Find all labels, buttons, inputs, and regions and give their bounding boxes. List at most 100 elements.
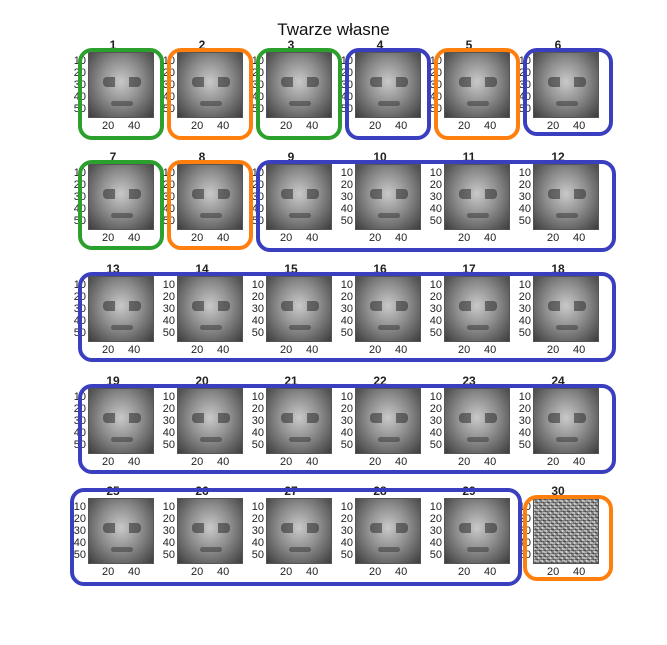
y-tick-label: 20 — [340, 291, 353, 303]
x-tick-label: 20 — [102, 566, 115, 578]
x-tick-label: 20 — [191, 232, 204, 244]
highlight-box-panel-2 — [167, 48, 253, 140]
eigenface-image — [444, 276, 510, 342]
eigenface-image — [266, 52, 332, 118]
x-tick-label: 20 — [458, 232, 471, 244]
y-tick-label: 20 — [429, 291, 442, 303]
x-tick-label: 20 — [458, 456, 471, 468]
y-tick-label: 10 — [340, 391, 353, 403]
highlight-box-panel-7 — [78, 160, 164, 250]
y-tick-label: 30 — [251, 525, 264, 537]
y-tick-label: 50 — [251, 549, 264, 561]
y-tick-label: 50 — [73, 549, 86, 561]
y-tick-label: 30 — [429, 415, 442, 427]
y-tick-label: 20 — [162, 513, 175, 525]
x-tick-label: 40 — [306, 456, 319, 468]
highlight-box-panel-8 — [167, 160, 253, 250]
y-tick-label: 30 — [340, 525, 353, 537]
eigenface-image — [266, 498, 332, 564]
eigenface-panel-29: 29 10 20 30 40 50 20 40 — [424, 484, 514, 604]
highlight-box-row-5-panels-25-29 — [70, 488, 522, 586]
y-tick-label: 20 — [518, 291, 531, 303]
y-tick-label: 30 — [429, 525, 442, 537]
y-tick-label: 30 — [518, 303, 531, 315]
x-tick-label: 40 — [395, 344, 408, 356]
eigenface-panel-10: 10 10 20 30 40 50 20 40 — [335, 150, 425, 270]
y-tick-label: 30 — [73, 525, 86, 537]
panel-number: 9 — [287, 150, 295, 164]
eigenface-image — [355, 388, 421, 454]
y-tick-label: 20 — [429, 513, 442, 525]
y-tick-label: 40 — [162, 427, 175, 439]
eigenface-panel-22: 22 10 20 30 40 50 20 40 — [335, 374, 425, 494]
x-tick-label: 40 — [395, 456, 408, 468]
y-tick-label: 20 — [251, 513, 264, 525]
x-tick-label: 20 — [369, 120, 382, 132]
y-tick-label: 50 — [518, 327, 531, 339]
highlight-box-panel-3 — [256, 48, 342, 140]
x-tick-label: 20 — [191, 344, 204, 356]
y-tick-label: 30 — [162, 525, 175, 537]
eigenface-image — [266, 388, 332, 454]
y-tick-label: 10 — [429, 167, 442, 179]
eigenface-image — [444, 52, 510, 118]
eigenface-image — [444, 164, 510, 230]
x-tick-label: 20 — [547, 344, 560, 356]
y-tick-label: 30 — [429, 303, 442, 315]
y-tick-label: 10 — [518, 167, 531, 179]
x-tick-label: 20 — [191, 120, 204, 132]
y-tick-label: 50 — [429, 549, 442, 561]
y-tick-label: 20 — [518, 179, 531, 191]
x-tick-label: 40 — [395, 232, 408, 244]
y-tick-label: 30 — [251, 415, 264, 427]
eigenface-image — [88, 388, 154, 454]
x-tick-label: 20 — [102, 232, 115, 244]
y-tick-label: 50 — [429, 439, 442, 451]
x-tick-label: 40 — [573, 566, 586, 578]
eigenface-image — [177, 276, 243, 342]
eigenface-image — [444, 388, 510, 454]
highlight-box-row-3 — [78, 272, 616, 362]
y-tick-label: 10 — [429, 279, 442, 291]
highlight-box-row-4 — [78, 384, 616, 474]
x-tick-label: 40 — [217, 566, 230, 578]
x-tick-label: 40 — [573, 232, 586, 244]
y-tick-label: 30 — [162, 303, 175, 315]
y-tick-label: 30 — [518, 415, 531, 427]
eigenface-image — [533, 52, 599, 118]
y-tick-label: 40 — [162, 537, 175, 549]
eigenface-image — [444, 498, 510, 564]
x-tick-label: 20 — [280, 344, 293, 356]
eigenface-image — [177, 498, 243, 564]
eigenface-image — [88, 498, 154, 564]
y-tick-label: 10 — [429, 501, 442, 513]
x-tick-label: 20 — [102, 120, 115, 132]
x-tick-label: 20 — [280, 566, 293, 578]
y-tick-label: 40 — [429, 537, 442, 549]
eigenface-panel-15: 15 10 20 30 40 50 20 40 — [246, 262, 336, 382]
x-tick-label: 20 — [102, 456, 115, 468]
x-tick-label: 20 — [102, 344, 115, 356]
x-tick-label: 40 — [306, 566, 319, 578]
y-tick-label: 40 — [340, 427, 353, 439]
eigenface-image — [355, 498, 421, 564]
x-tick-label: 20 — [547, 566, 560, 578]
y-tick-label: 20 — [340, 403, 353, 415]
highlight-box-panel-6 — [523, 48, 613, 136]
x-tick-label: 40 — [128, 456, 141, 468]
panel-number: 1 — [109, 38, 117, 52]
y-tick-label: 40 — [518, 427, 531, 439]
y-tick-label: 50 — [340, 327, 353, 339]
y-tick-label: 20 — [251, 291, 264, 303]
highlight-box-panel-4 — [345, 48, 431, 140]
x-tick-label: 20 — [458, 566, 471, 578]
x-tick-label: 20 — [191, 456, 204, 468]
x-tick-label: 40 — [573, 344, 586, 356]
x-tick-label: 20 — [280, 120, 293, 132]
eigenface-image — [533, 164, 599, 230]
x-tick-label: 40 — [484, 566, 497, 578]
x-tick-label: 20 — [369, 232, 382, 244]
highlight-box-row-2-panels-9-12 — [256, 160, 616, 252]
eigenface-panel-17: 17 10 20 30 40 50 20 40 — [424, 262, 514, 382]
x-tick-label: 20 — [369, 456, 382, 468]
